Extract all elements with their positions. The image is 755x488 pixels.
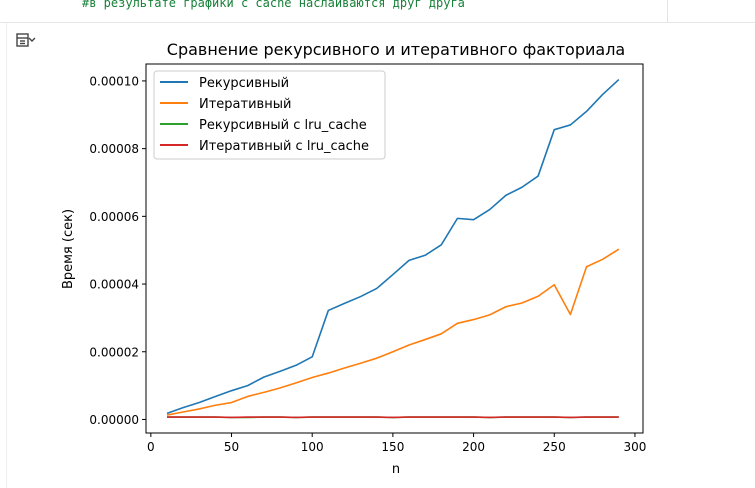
y-tick-label: 0.00008: [89, 142, 139, 156]
code-comment: #в результате графики с cache наслаивают…: [82, 0, 465, 10]
code-cell[interactable]: #в результате графики с cache наслаивают…: [0, 0, 755, 23]
chart-title: Сравнение рекурсивного и итеративного фа…: [167, 40, 625, 59]
output-toggle-icon[interactable]: [14, 30, 36, 50]
series-line: [166, 78, 620, 415]
legend-label: Рекурсивный: [199, 76, 289, 91]
y-axis-label: Время (сек): [61, 209, 76, 289]
x-tick-label: 300: [623, 440, 646, 454]
x-tick-label: 150: [381, 440, 404, 454]
x-tick-label: 200: [462, 440, 485, 454]
legend-label: Рекурсивный с lru_cache: [199, 118, 367, 133]
x-tick-label: 50: [224, 440, 239, 454]
output-rail: [0, 23, 7, 488]
y-tick-label: 0.00004: [89, 278, 139, 292]
plot-frame: [145, 63, 644, 434]
y-tick-label: 0.00006: [89, 210, 139, 224]
cell-divider: [667, 0, 668, 22]
x-tick-label: 250: [543, 440, 566, 454]
series-line: [166, 248, 620, 416]
legend-label: Итеративный: [199, 97, 291, 112]
y-tick-label: 0.00002: [89, 345, 139, 359]
legend-box: [153, 70, 386, 160]
plot-area: 0 50 100 150 200 250 300 0.00000 0.00002 0.00004 0…: [89, 63, 646, 454]
legend-label: Итеративный с lru_cache: [199, 139, 369, 154]
x-tick-label: 0: [147, 440, 155, 454]
x-tick-label: 100: [301, 440, 324, 454]
y-tick-label: 0.00010: [89, 74, 139, 88]
x-axis-label: n: [392, 462, 400, 477]
y-tick-label: 0.00000: [89, 413, 139, 427]
